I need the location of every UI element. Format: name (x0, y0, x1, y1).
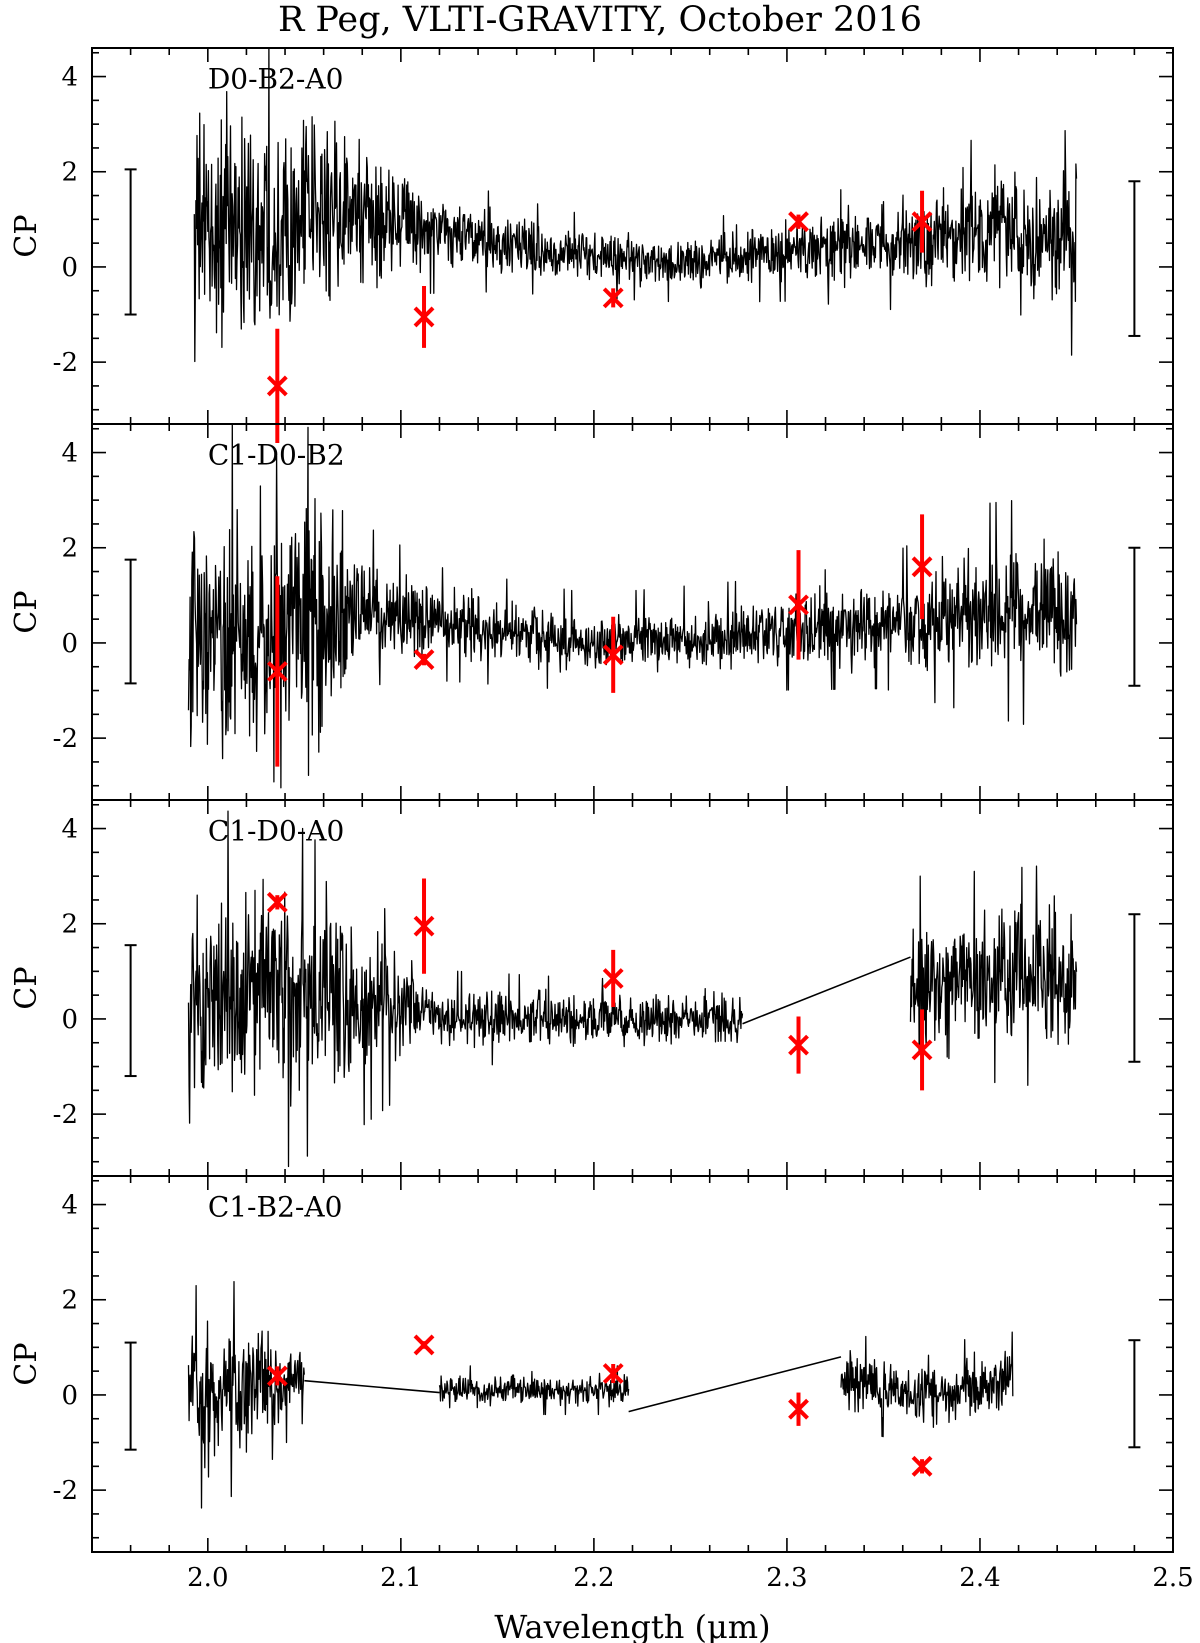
model-point-marker (911, 211, 933, 233)
model-point-marker (413, 1334, 435, 1356)
model-point (266, 891, 288, 913)
x-tick-label: 2.0 (187, 1563, 228, 1593)
spectrum-series (187, 810, 1078, 1168)
model-point-marker (602, 644, 624, 666)
y-tick-label: 4 (61, 1191, 78, 1221)
model-point (413, 285, 435, 348)
model-point-marker (788, 211, 809, 233)
x-axis-label: Wavelength (μm) (494, 1608, 770, 1643)
model-point-marker (911, 1039, 933, 1061)
model-point-marker (413, 649, 435, 671)
y-axis-label: CP (9, 1342, 44, 1385)
model-point-marker (602, 287, 624, 309)
right-errorbar (1128, 913, 1141, 1063)
x-tick-label: 2.4 (959, 1563, 1000, 1593)
x-tick-label: 2.2 (573, 1563, 614, 1593)
y-tick-label: -2 (53, 1100, 78, 1130)
y-tick-label: 2 (61, 158, 78, 188)
panel-3: 4 2 0 -2 CP C1-D0-A0 (9, 799, 1174, 1177)
panel-label: D0-B2-A0 (208, 63, 344, 96)
y-axis-label: CP (9, 214, 44, 257)
model-point (911, 514, 933, 620)
panel-2: 4 2 0 -2 CP C1-D0-B2 (9, 423, 1174, 801)
y-tick-label: 2 (61, 534, 78, 564)
model-point (602, 616, 624, 693)
model-point (911, 1009, 933, 1091)
spectrum-segment-3 (840, 1331, 1014, 1438)
y-tick-label: -2 (53, 1476, 78, 1506)
x-tick-label: 2.1 (380, 1563, 421, 1593)
model-point (788, 1016, 809, 1074)
panel-label: C1-D0-A0 (208, 815, 344, 848)
y-tick-label: 4 (61, 439, 78, 469)
left-errorbar (124, 558, 137, 685)
model-point-marker (266, 891, 288, 913)
panel-4: 4 2 0 -2 2.0 2.1 2.2 2.3 2.4 2.5 Wavelength (μm) CP… (9, 1175, 1194, 1643)
model-point (602, 1363, 624, 1384)
spectrum-segment-1 (187, 810, 744, 1168)
model-point-marker (266, 661, 288, 682)
model-point (602, 287, 624, 309)
y-tick-label: -2 (53, 724, 78, 754)
model-point (266, 1365, 288, 1387)
spectrum-segment-2 (438, 1365, 630, 1416)
y-axis-label: CP (9, 590, 44, 633)
model-point (911, 190, 933, 253)
spectrum-series (187, 424, 1078, 789)
model-point-marker (266, 375, 288, 397)
y-tick-label: 4 (61, 63, 78, 93)
model-point-marker (788, 1034, 809, 1056)
model-point (413, 1334, 435, 1356)
y-tick-label: 0 (61, 629, 78, 659)
model-point (413, 878, 435, 974)
model-point (788, 1392, 809, 1426)
right-errorbar (1128, 180, 1141, 337)
model-point-marker (413, 306, 435, 328)
left-errorbar (124, 1341, 137, 1451)
model-point-marker (266, 1365, 288, 1387)
model-point (266, 576, 288, 767)
panel-frame (91, 423, 1174, 801)
panel-label: C1-B2-A0 (208, 1191, 343, 1224)
x-tick-label: 2.3 (766, 1563, 807, 1593)
y-axis-label: CP (9, 966, 44, 1009)
model-point-marker (602, 1363, 624, 1384)
model-point-marker (602, 968, 624, 989)
right-errorbar (1128, 1339, 1141, 1449)
left-errorbar (124, 944, 137, 1078)
model-point (266, 328, 288, 444)
model-point (788, 211, 809, 233)
left-errorbar (124, 168, 137, 316)
figure-title: R Peg, VLTI-GRAVITY, October 2016 (277, 0, 923, 40)
y-tick-label: 2 (61, 1286, 78, 1316)
model-point (602, 949, 624, 1008)
panel-label: C1-D0-B2 (208, 439, 345, 472)
model-point-marker (911, 556, 933, 578)
model-point-marker (911, 1455, 933, 1477)
gap-connector-1 (742, 956, 911, 1025)
model-point-marker (788, 594, 809, 616)
gap-connector-2 (628, 1356, 842, 1413)
y-tick-label: 0 (61, 1381, 78, 1411)
model-point (911, 1455, 933, 1477)
y-tick-label: -2 (53, 348, 78, 378)
model-point (413, 649, 435, 671)
gap-connector-1 (304, 1379, 440, 1394)
y-tick-label: 4 (61, 815, 78, 845)
y-tick-label: 0 (61, 1005, 78, 1035)
model-point-marker (788, 1398, 809, 1420)
panel-1: 4 2 0 -2 CP D0-B2-A0 (9, 47, 1174, 444)
y-tick-label: 0 (61, 253, 78, 283)
spectrum-segment-1 (187, 1280, 305, 1509)
model-point (788, 550, 809, 660)
x-tick-label: 2.5 (1152, 1563, 1193, 1593)
spectrum-segment-1 (187, 424, 1078, 789)
y-tick-label: 2 (61, 910, 78, 940)
spectrum-segment-2 (909, 865, 1078, 1086)
right-errorbar (1128, 546, 1141, 687)
spectrum-series (187, 1280, 1014, 1509)
model-point-marker (413, 915, 435, 937)
